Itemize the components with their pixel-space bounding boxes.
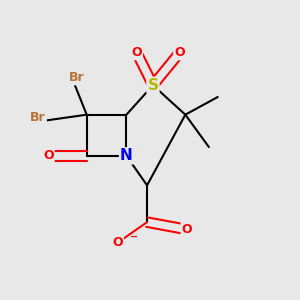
Text: S: S (147, 78, 158, 93)
Text: N: N (120, 148, 133, 164)
Text: Br: Br (30, 111, 46, 124)
Text: O: O (182, 223, 192, 236)
Text: O: O (112, 236, 123, 249)
Text: −: − (130, 232, 138, 242)
Text: O: O (131, 46, 142, 59)
Text: O: O (43, 149, 54, 162)
Text: O: O (174, 46, 185, 59)
Text: Br: Br (69, 71, 84, 84)
